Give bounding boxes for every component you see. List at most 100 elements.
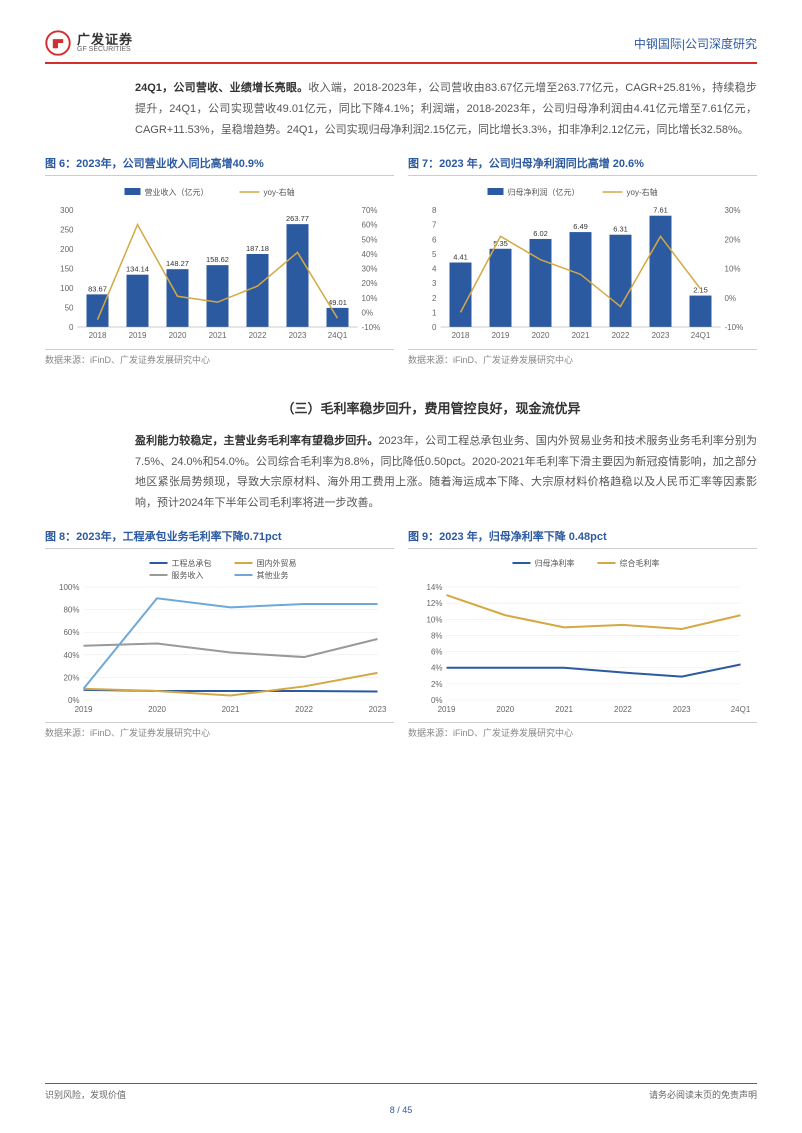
svg-text:20%: 20% [63, 674, 79, 683]
svg-text:yoy-右轴: yoy-右轴 [627, 187, 658, 197]
svg-text:2020: 2020 [148, 705, 166, 714]
fig9-title: 图 9：2023 年，归母净利率下降 0.48pct [408, 528, 757, 549]
svg-text:3: 3 [432, 279, 437, 288]
svg-text:80%: 80% [63, 606, 79, 615]
svg-text:2022: 2022 [612, 331, 630, 340]
svg-text:4%: 4% [431, 664, 443, 673]
svg-text:2022: 2022 [295, 705, 313, 714]
svg-text:6%: 6% [431, 648, 443, 657]
svg-text:2019: 2019 [438, 705, 456, 714]
svg-text:2020: 2020 [169, 331, 187, 340]
gf-logo-icon [45, 30, 71, 56]
svg-text:0%: 0% [362, 308, 374, 317]
svg-text:yoy-右轴: yoy-右轴 [264, 187, 295, 197]
svg-text:24Q1: 24Q1 [731, 705, 751, 714]
svg-text:8: 8 [432, 206, 437, 215]
svg-text:4.41: 4.41 [453, 252, 468, 261]
svg-text:0%: 0% [68, 696, 80, 705]
svg-text:其他业务: 其他业务 [257, 570, 289, 580]
para2-bold: 盈利能力较稳定，主营业务毛利率有望稳步回升。 [135, 435, 378, 447]
fig6-title: 图 6：2023年，公司营业收入同比高增40.9% [45, 155, 394, 176]
svg-text:2023: 2023 [652, 331, 670, 340]
svg-text:2021: 2021 [572, 331, 590, 340]
paragraph-1: 24Q1，公司营收、业绩增长亮眼。收入端，2018-2023年，公司营收由83.… [135, 78, 757, 141]
fig8-title: 图 8：2023年，工程承包业务毛利率下降0.71pct [45, 528, 394, 549]
svg-text:187.18: 187.18 [246, 244, 269, 253]
svg-text:10%: 10% [725, 264, 741, 273]
fig6-chart: 营业收入（亿元）yoy-右轴050100150200250300-10%0%10… [45, 182, 394, 347]
svg-text:0: 0 [69, 323, 74, 332]
svg-text:10%: 10% [426, 616, 442, 625]
svg-text:5: 5 [432, 250, 437, 259]
svg-text:8%: 8% [431, 632, 443, 641]
svg-text:14%: 14% [426, 583, 442, 592]
svg-text:营业收入（亿元）: 营业收入（亿元） [145, 187, 209, 197]
fig7-source: 数据来源：iFinD、广发证券发展研究中心 [408, 349, 757, 366]
svg-text:2: 2 [432, 293, 437, 302]
svg-text:150: 150 [60, 264, 74, 273]
svg-text:2023: 2023 [673, 705, 691, 714]
svg-text:24Q1: 24Q1 [691, 331, 711, 340]
svg-text:-10%: -10% [362, 323, 381, 332]
svg-text:2023: 2023 [289, 331, 307, 340]
fig7-chart: 归母净利润（亿元）yoy-右轴012345678-10%0%10%20%30%4… [408, 182, 757, 347]
svg-text:83.67: 83.67 [88, 284, 107, 293]
svg-text:100: 100 [60, 284, 74, 293]
svg-text:6.49: 6.49 [573, 222, 588, 231]
svg-text:2.15: 2.15 [693, 285, 708, 294]
svg-text:20%: 20% [725, 235, 741, 244]
svg-text:10%: 10% [362, 293, 378, 302]
svg-text:0%: 0% [725, 293, 737, 302]
svg-text:2023: 2023 [369, 705, 387, 714]
svg-text:服务收入: 服务收入 [172, 570, 204, 580]
fig9-source: 数据来源：iFinD、广发证券发展研究中心 [408, 722, 757, 739]
svg-text:4: 4 [432, 264, 437, 273]
page-footer: 识别风险，发现价值 请务必阅读末页的免责声明 8 / 45 [45, 1083, 757, 1115]
svg-text:2021: 2021 [222, 705, 240, 714]
header-title: 中钢国际|公司深度研究 [634, 35, 757, 52]
svg-text:2019: 2019 [129, 331, 147, 340]
svg-text:6.02: 6.02 [533, 229, 548, 238]
svg-text:综合毛利率: 综合毛利率 [620, 558, 660, 568]
svg-text:30%: 30% [362, 264, 378, 273]
svg-text:263.77: 263.77 [286, 214, 309, 223]
svg-text:158.62: 158.62 [206, 255, 229, 264]
svg-text:国内外贸易: 国内外贸易 [257, 558, 297, 568]
svg-text:20%: 20% [362, 279, 378, 288]
svg-text:2022: 2022 [614, 705, 632, 714]
svg-text:2022: 2022 [249, 331, 267, 340]
svg-text:1: 1 [432, 308, 437, 317]
svg-text:7: 7 [432, 220, 437, 229]
svg-text:2021: 2021 [209, 331, 227, 340]
svg-text:7.61: 7.61 [653, 205, 668, 214]
footer-page-number: 8 / 45 [45, 1105, 757, 1115]
svg-text:2018: 2018 [452, 331, 470, 340]
svg-text:归母净利润（亿元）: 归母净利润（亿元） [508, 187, 580, 197]
svg-text:300: 300 [60, 206, 74, 215]
para1-bold: 24Q1，公司营收、业绩增长亮眼。 [135, 82, 308, 94]
svg-text:100%: 100% [59, 583, 79, 592]
svg-text:12%: 12% [426, 599, 442, 608]
svg-text:工程总承包: 工程总承包 [172, 558, 212, 568]
svg-text:148.27: 148.27 [166, 259, 189, 268]
section-3-title: （三）毛利率稳步回升，费用管控良好，现金流优异 [105, 398, 757, 417]
svg-text:24Q1: 24Q1 [328, 331, 348, 340]
svg-text:2%: 2% [431, 680, 443, 689]
svg-text:6: 6 [432, 235, 437, 244]
svg-text:-10%: -10% [725, 323, 744, 332]
fig8-chart: 工程总承包国内外贸易服务收入其他业务0%20%40%60%80%100%2019… [45, 555, 394, 720]
svg-text:2018: 2018 [89, 331, 107, 340]
svg-text:0: 0 [432, 323, 437, 332]
svg-text:2020: 2020 [532, 331, 550, 340]
svg-text:50: 50 [65, 303, 74, 312]
svg-text:6.31: 6.31 [613, 224, 628, 233]
svg-text:0%: 0% [431, 696, 443, 705]
fig8-source: 数据来源：iFinD、广发证券发展研究中心 [45, 722, 394, 739]
svg-text:60%: 60% [362, 220, 378, 229]
svg-text:归母净利率: 归母净利率 [535, 558, 575, 568]
fig9-chart: 归母净利率综合毛利率0%2%4%6%8%10%12%14%20192020202… [408, 555, 757, 720]
logo: 广发证券 GF SECURITIES [45, 30, 133, 56]
logo-text-en: GF SECURITIES [77, 46, 133, 53]
svg-text:40%: 40% [362, 250, 378, 259]
footer-left: 识别风险，发现价值 [45, 1088, 126, 1101]
